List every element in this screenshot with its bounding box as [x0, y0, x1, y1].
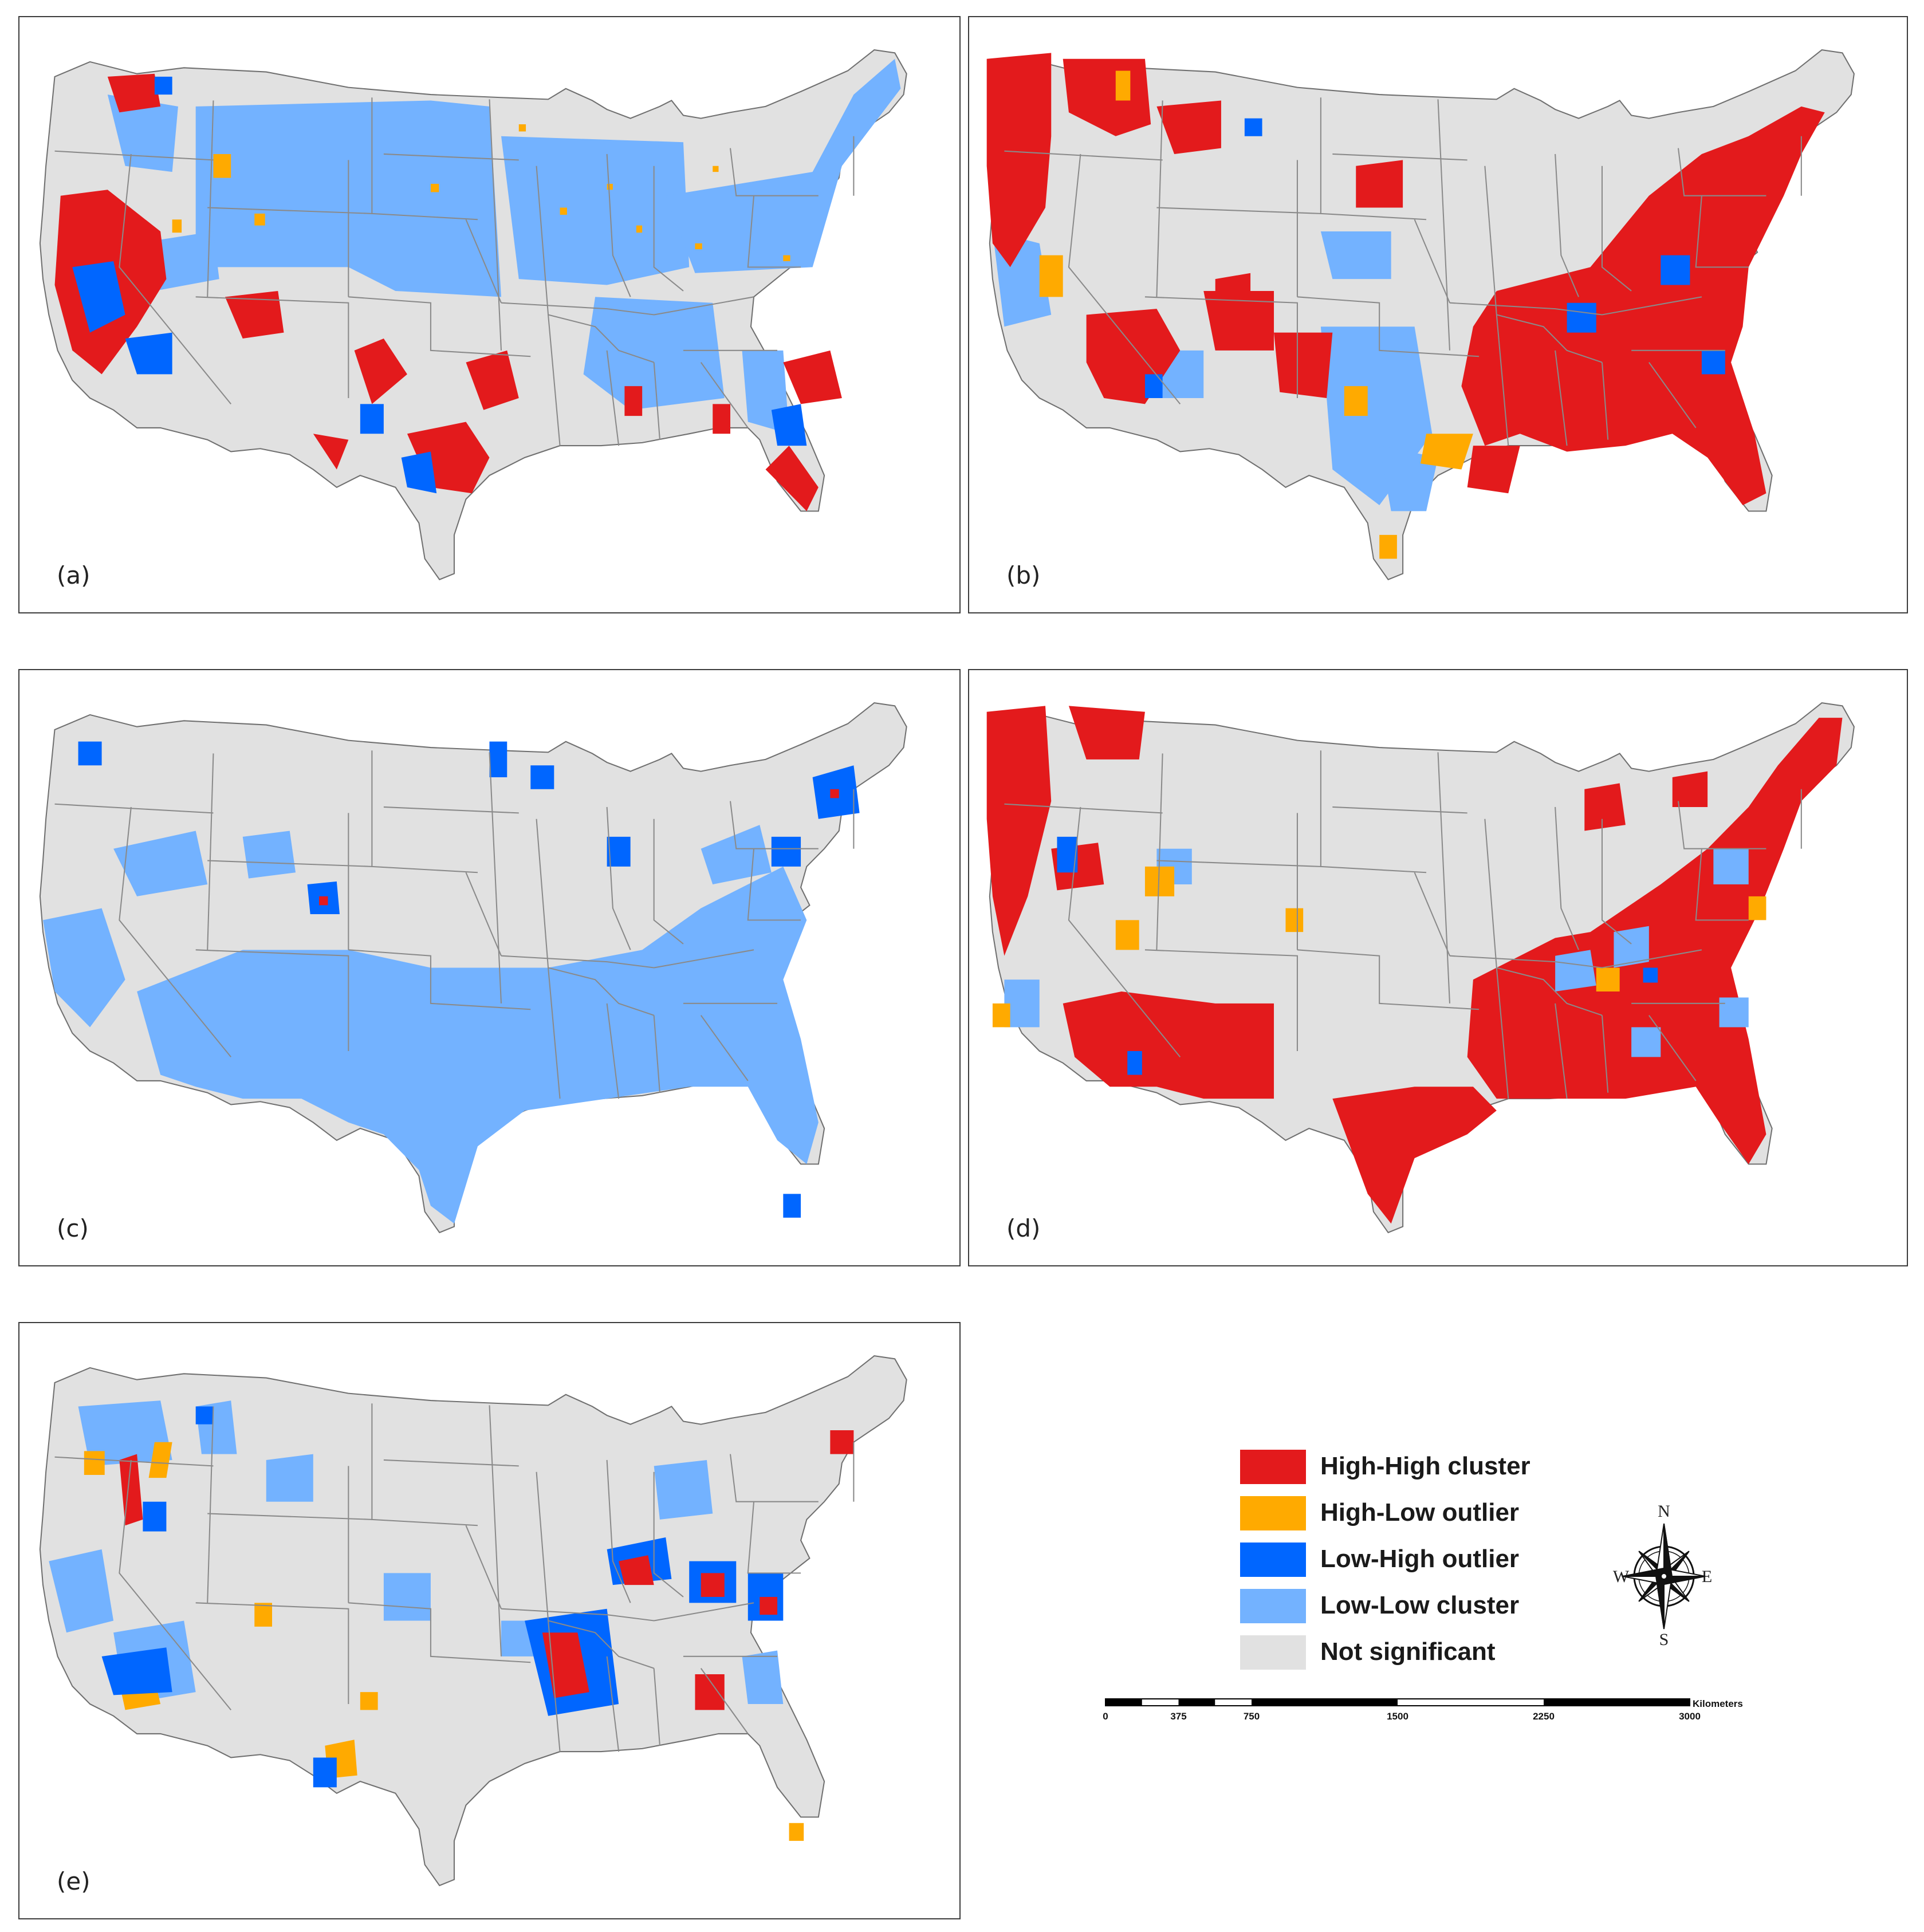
scale-tick-label: 0 [1103, 1711, 1108, 1722]
map-panel-e: (e) [18, 1322, 961, 1919]
legend-label: Low-High outlier [1320, 1545, 1520, 1573]
legend-item-high-low: High-Low outlier [1240, 1493, 1561, 1539]
legend-label: High-Low outlier [1320, 1498, 1520, 1526]
legend-label: High-High cluster [1320, 1452, 1530, 1480]
legend-label: Not significant [1320, 1638, 1496, 1666]
compass-east-label: E [1702, 1567, 1712, 1586]
us-county-map-a [39, 49, 907, 580]
compass-north-label: N [1658, 1502, 1670, 1521]
map-panel-a: (a) [18, 16, 961, 613]
legend-swatch [1240, 1450, 1306, 1484]
map-legend: High-High cluster High-Low outlier Low-H… [1240, 1446, 1561, 1678]
map-panel-b: (b) [968, 16, 1908, 613]
legend-item-high-high: High-High cluster [1240, 1446, 1561, 1493]
scale-bar: 0 375 750 1500 2250 3000 Kilometers [1103, 1698, 1743, 1722]
map-panel-c: (c) [18, 669, 961, 1266]
panel-label: (d) [1006, 1214, 1041, 1242]
legend-swatch [1240, 1496, 1306, 1530]
panel-label: (a) [57, 561, 91, 589]
scale-tick-label: 375 [1170, 1711, 1186, 1722]
scale-tick-label: 750 [1244, 1711, 1260, 1722]
legend-item-low-low: Low-Low cluster [1240, 1585, 1561, 1632]
us-county-map-b [986, 49, 1855, 580]
scale-tick-label: 3000 [1679, 1711, 1701, 1722]
us-county-map-e [39, 1355, 907, 1886]
legend-label: Low-Low cluster [1320, 1591, 1520, 1619]
compass-south-label: S [1659, 1630, 1669, 1649]
legend-swatch [1240, 1635, 1306, 1670]
legend-swatch [1240, 1543, 1306, 1577]
map-panel-d: (d) [968, 669, 1908, 1266]
legend-item-low-high: Low-High outlier [1240, 1539, 1561, 1585]
compass-rose-icon: N S E W [1613, 1502, 1712, 1649]
legend-item-not-significant: Not significant [1240, 1632, 1561, 1678]
us-county-map-c [39, 702, 907, 1233]
scale-tick-label: 1500 [1387, 1711, 1408, 1722]
us-county-map-d [986, 702, 1855, 1233]
panel-label: (c) [57, 1214, 89, 1242]
scale-unit-label: Kilometers [1693, 1698, 1743, 1709]
panel-label: (b) [1006, 561, 1041, 589]
panel-label: (e) [57, 1867, 91, 1895]
legend-swatch [1240, 1589, 1306, 1623]
scale-tick-label: 2250 [1533, 1711, 1555, 1722]
